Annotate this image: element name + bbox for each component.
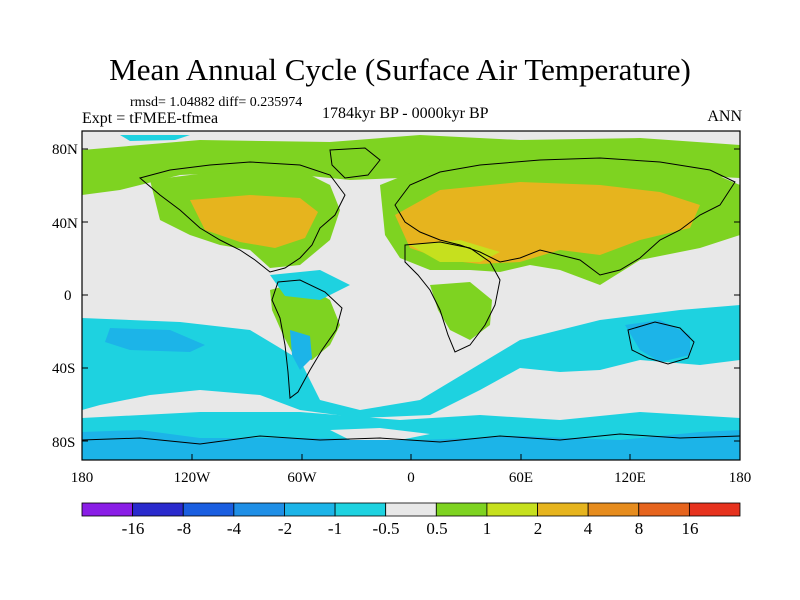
colorbar-box [587, 502, 640, 517]
colorbar-label: -2 [277, 519, 293, 538]
lat-label-80s: 80S [52, 435, 76, 451]
field-australia-lightblue [625, 320, 690, 362]
lon-label-60w: 60W [287, 470, 317, 486]
lat-label-eq: 0 [64, 288, 72, 304]
axis-ticks [82, 148, 740, 460]
colorbar [81, 502, 741, 517]
colorbar-box [182, 502, 235, 517]
lon-label-120w: 120W [173, 470, 211, 486]
colorbar-box [688, 502, 741, 517]
colorbar-box [81, 502, 134, 517]
coast-north-america [138, 161, 346, 273]
field-antarctic-lightblue [82, 430, 740, 460]
colorbar-label: 0.5 [426, 519, 448, 538]
experiment-text: Expt = tFMEE-tfmea [82, 110, 219, 127]
field-samerica-green [270, 282, 340, 360]
stats-text: rmsd= 1.04882 diff= 0.235974 [130, 95, 303, 110]
field-arctic-cyan [120, 135, 190, 141]
colorbar-box [334, 502, 387, 517]
colorbar-label: -0.5 [372, 519, 400, 538]
lat-label-40n: 40N [52, 216, 78, 232]
colorbar-label: -4 [226, 519, 242, 538]
coast-south-america [271, 279, 343, 399]
coast-greenland [329, 147, 381, 179]
colorbar-label: -16 [121, 519, 145, 538]
lon-label-0: 0 [407, 470, 415, 486]
colorbar-label: 1 [482, 519, 492, 538]
period-text: 1784kyr BP - 0000kyr BP [322, 105, 489, 122]
field-antarctic-neutral [330, 428, 430, 440]
map-title: Mean Annual Cycle (Surface Air Temperatu… [109, 52, 691, 87]
colorbar-box [284, 502, 336, 517]
colorbar-label: -8 [176, 519, 192, 538]
colorbar-box [537, 502, 589, 517]
field-africa-green [430, 282, 492, 340]
colorbar-label: -1 [327, 519, 343, 538]
colorbar-label: 2 [533, 519, 543, 538]
lat-label-80n: 80N [52, 142, 78, 158]
lat-label-40s: 40S [52, 361, 76, 377]
colorbar-box [132, 502, 184, 517]
colorbar-box [486, 502, 538, 517]
lon-label-120e: 120E [614, 470, 646, 486]
coast-africa [404, 241, 501, 353]
season-text: ANN [707, 108, 742, 125]
field-samerica-lightblue [290, 330, 312, 370]
colorbar-label: 8 [634, 519, 644, 538]
colorbar-label: 16 [681, 519, 699, 538]
colorbar-box [233, 502, 285, 517]
anomaly-field [82, 131, 740, 460]
lon-label-180w: 180 [70, 470, 94, 486]
field-pacific-lightblue [105, 328, 205, 352]
coast-antarctica [82, 433, 740, 445]
coast-australia [627, 321, 695, 365]
field-arctic-green [82, 135, 740, 195]
colorbar-label: 4 [583, 519, 593, 538]
coastlines [82, 147, 740, 445]
lon-label-180e: 180 [728, 470, 752, 486]
lon-label-60e: 60E [508, 470, 534, 486]
field-namerica-orange [190, 195, 318, 248]
field-southern-cyan [82, 305, 740, 418]
colorbar-box [385, 502, 437, 517]
field-sahara-yg [410, 240, 500, 262]
colorbar-box [435, 502, 488, 517]
colorbar-box [638, 502, 690, 517]
